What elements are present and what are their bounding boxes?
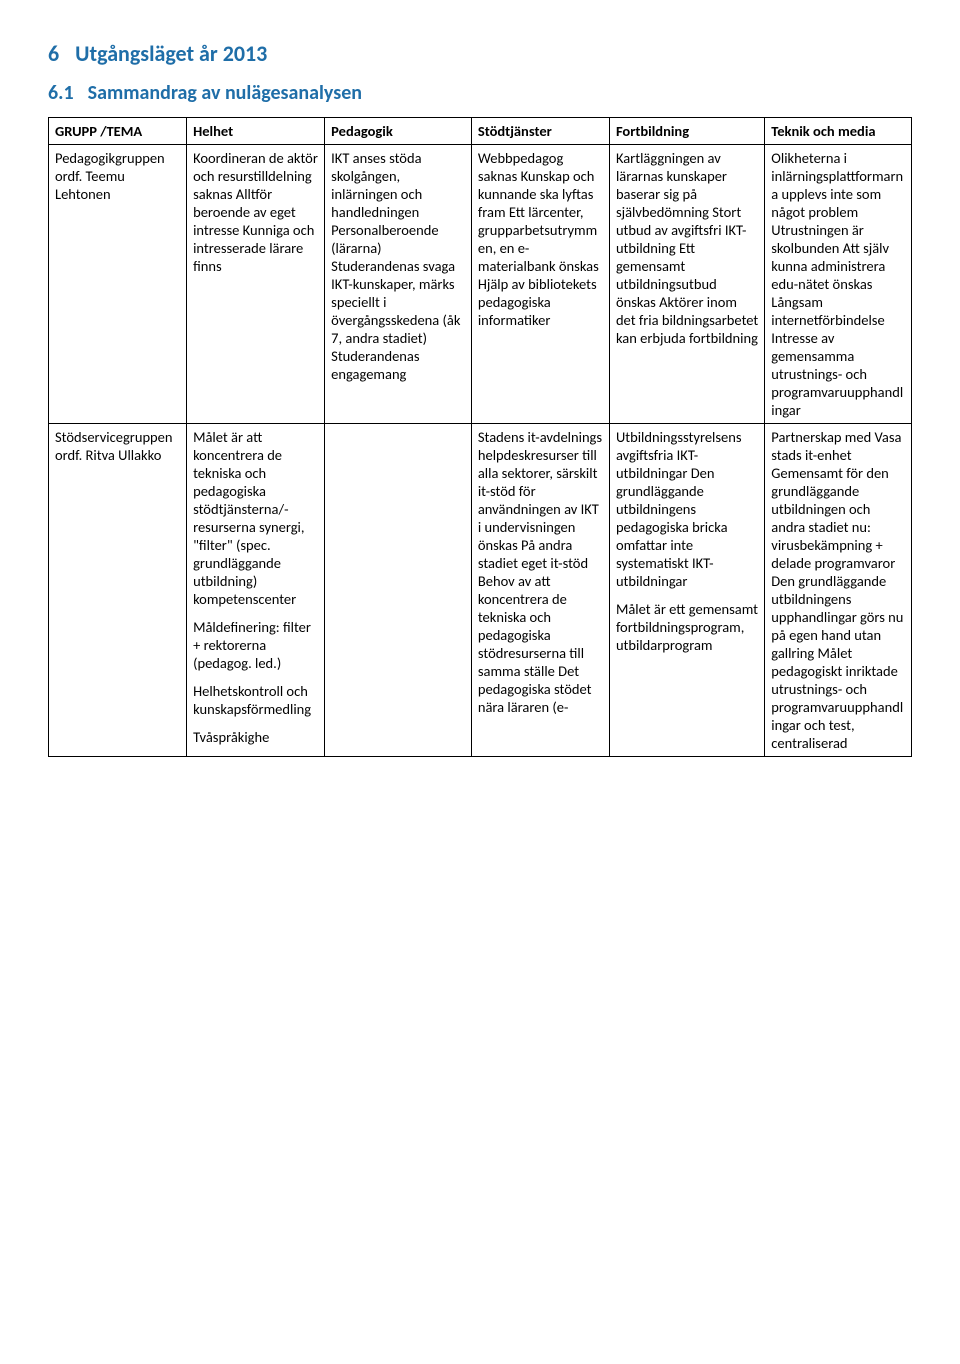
table-row: Stödservicegruppen ordf. Ritva Ullakko M… bbox=[49, 424, 912, 757]
heading-1-num: 6 bbox=[48, 40, 59, 67]
cell-para: Utbildningsstyrelsens avgiftsfria IKT-ut… bbox=[616, 428, 758, 590]
heading-2: 6.1 Sammandrag av nulägesanalysen bbox=[48, 81, 912, 105]
cell: Utbildningsstyrelsens avgiftsfria IKT-ut… bbox=[609, 424, 764, 757]
cell: Pedagogikgruppen ordf. Teemu Lehtonen bbox=[49, 145, 187, 424]
cell-para: Målet är att koncentrera de tekniska och… bbox=[193, 428, 318, 608]
cell-para: Tvåspråkighe bbox=[193, 728, 318, 746]
heading-1-text: Utgångsläget år 2013 bbox=[75, 40, 267, 67]
cell: Koordineran de aktör och resurstilldelni… bbox=[187, 145, 325, 424]
cell-para: Måldefinering: filter + rektorerna (peda… bbox=[193, 618, 318, 672]
cell-para: Helhetskontroll och kunskapsförmedling bbox=[193, 682, 318, 718]
analysis-table: GRUPP /TEMA Helhet Pedagogik Stödtjänste… bbox=[48, 117, 912, 757]
col-header: Fortbildning bbox=[609, 118, 764, 145]
cell: Stadens it-avdelnings helpdeskresurser t… bbox=[471, 424, 609, 757]
table-row: Pedagogikgruppen ordf. Teemu Lehtonen Ko… bbox=[49, 145, 912, 424]
heading-2-num: 6.1 bbox=[48, 81, 74, 105]
table-header-row: GRUPP /TEMA Helhet Pedagogik Stödtjänste… bbox=[49, 118, 912, 145]
col-header: Stödtjänster bbox=[471, 118, 609, 145]
cell: Partnerskap med Vasa stads it-enhet Geme… bbox=[765, 424, 912, 757]
cell bbox=[325, 424, 472, 757]
heading-2-text: Sammandrag av nulägesanalysen bbox=[88, 81, 362, 105]
cell-para: Målet är ett gemensamt fortbildningsprog… bbox=[616, 600, 758, 654]
col-header: Helhet bbox=[187, 118, 325, 145]
col-header: Pedagogik bbox=[325, 118, 472, 145]
cell: Stödservicegruppen ordf. Ritva Ullakko bbox=[49, 424, 187, 757]
heading-1: 6 Utgångsläget år 2013 bbox=[48, 40, 912, 67]
col-header: GRUPP /TEMA bbox=[49, 118, 187, 145]
cell: Målet är att koncentrera de tekniska och… bbox=[187, 424, 325, 757]
cell: Kartläggningen av lärarnas kunskaper bas… bbox=[609, 145, 764, 424]
cell: Webbpedagog saknas Kunskap och kunnande … bbox=[471, 145, 609, 424]
cell: Olikheterna i inlärningsplattformarna up… bbox=[765, 145, 912, 424]
cell: IKT anses stöda skolgången, inlärningen … bbox=[325, 145, 472, 424]
col-header: Teknik och media bbox=[765, 118, 912, 145]
